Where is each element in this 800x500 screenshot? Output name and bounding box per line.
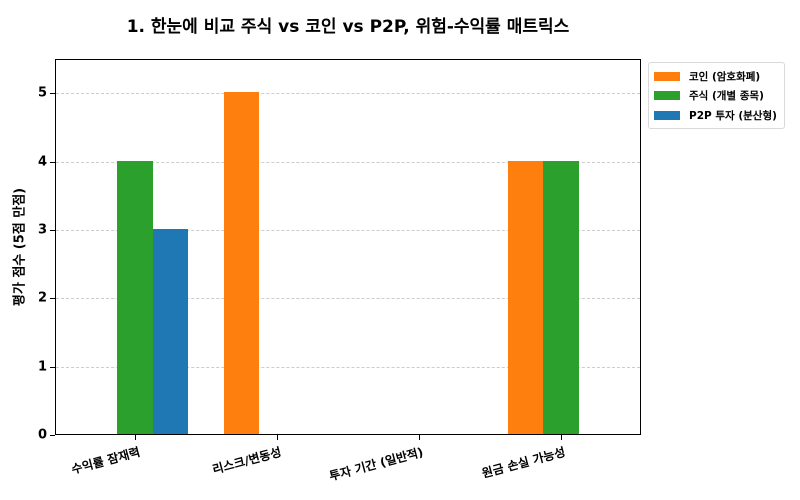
y-tick (50, 93, 55, 95)
y-tick (50, 161, 55, 163)
y-tick (50, 229, 55, 231)
bar (152, 228, 189, 434)
x-tick (561, 435, 562, 440)
x-tick (135, 435, 136, 440)
gridline (56, 298, 640, 300)
legend-item: 주식 (개별 종목) (654, 88, 764, 102)
legend-label: P2P 투자 (분산형) (689, 109, 777, 122)
x-tick-label: 수익률 잠재력 (69, 444, 142, 477)
y-tick-label: 3 (37, 222, 47, 238)
y-axis-title: 평가 점수 (5점 만점) (12, 187, 28, 307)
x-tick (277, 435, 278, 440)
legend-label: 주식 (개별 종목) (689, 89, 764, 102)
legend-swatch (654, 90, 680, 100)
x-tick-label: 리스크/변동성 (210, 444, 283, 477)
legend-swatch (654, 71, 680, 81)
x-tick (419, 435, 420, 440)
gridline (56, 366, 640, 368)
y-tick (50, 298, 55, 300)
legend-swatch (654, 110, 680, 120)
gridline (56, 93, 640, 95)
y-tick (50, 435, 55, 436)
chart-title: 1. 한눈에 비교 주식 vs 코인 vs P2P, 위험-수익률 매트릭스 (126, 17, 570, 37)
legend-item: P2P 투자 (분산형) (654, 108, 777, 122)
bar (507, 160, 544, 434)
legend-label: 코인 (암호화폐) (689, 70, 761, 83)
legend: 코인 (암호화폐) 주식 (개별 종목) P2P 투자 (분산형) (648, 62, 785, 129)
legend-item: 코인 (암호화폐) (654, 69, 760, 83)
bar (543, 160, 579, 434)
y-tick-label: 1 (37, 359, 47, 375)
gridline (56, 161, 640, 163)
x-tick-label: 투자 기간 (일반적) (327, 444, 425, 484)
gridline (56, 229, 640, 231)
bar (117, 160, 153, 434)
y-tick-label: 4 (37, 154, 47, 170)
x-tick-label: 원금 손실 가능성 (480, 444, 567, 481)
y-tick-label: 2 (37, 290, 47, 306)
bar (223, 92, 260, 434)
y-tick-label: 5 (37, 85, 47, 101)
plot-area (55, 59, 641, 435)
y-tick (50, 366, 55, 368)
y-tick-label: 0 (37, 427, 47, 443)
